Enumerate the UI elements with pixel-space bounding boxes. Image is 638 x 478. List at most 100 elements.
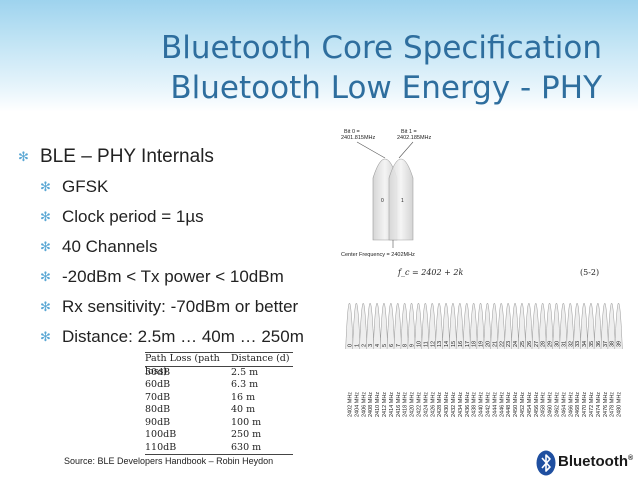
bit1-mark: 1 [401,198,404,204]
channel-frequency: 2458 MHz [541,392,547,417]
channel-number: 12 [430,341,436,347]
table-row: 100dB 250 m [145,429,293,442]
channel-lobe [593,302,602,350]
channel-number: 15 [451,341,457,347]
channel-frequency: 2462 MHz [554,392,560,417]
channel-number: 29 [548,341,554,347]
channel-frequency: 2436 MHz [465,392,471,417]
path-loss-cell: 60dB [145,379,171,390]
channel-lobe [545,302,554,350]
channel-frequency: 2468 MHz [575,392,581,417]
channel-lobe [580,302,589,350]
channel-lobe [490,302,499,350]
channel-frequency: 2450 MHz [513,392,519,417]
channel-number: 8 [403,344,409,347]
channel-frequency: 2474 MHz [596,392,602,417]
channel-frequency: 2442 MHz [485,392,491,417]
channel-lobe [359,302,368,350]
bullet-text: BLE – PHY Internals [40,146,214,167]
path-loss-table: Path Loss (path loss) Distance (d) 50dB 2… [145,352,293,455]
channel-frequency: 2460 MHz [548,392,554,417]
channel-lobe [476,302,485,350]
channel-lobe [428,302,437,350]
path-loss-cell: 110dB [145,441,177,453]
bullet-star-icon: ✻ [40,299,51,314]
channel-lobe [442,302,451,350]
channel-frequency: 2444 MHz [492,392,498,417]
channel-lobe [614,302,623,350]
distance-cell: 6.3 m [231,379,259,390]
bit0-label: Bit 0 = [344,129,360,135]
channel-number: 0 [347,344,353,347]
source-note: Source: BLE Developers Handbook – Robin … [64,456,274,466]
channel-frequency: 2454 MHz [527,392,533,417]
channel-number: 38 [610,341,616,347]
channel-frequency: 2414 MHz [389,392,395,417]
center-frequency-label: Center Frequency = 2402MHz [341,252,415,258]
table-row: 110dB 630 m [145,442,293,455]
bullet-list: ✻ BLE – PHY Internals ✻ GFSK ✻ Clock period… [14,142,304,352]
channel-number: 23 [506,341,512,347]
channel-number: 37 [603,341,609,347]
channel-number: 11 [423,341,429,347]
channel-lobe [435,302,444,350]
channel-number: 16 [458,341,464,347]
bullet-item: ✻ BLE – PHY Internals [14,142,304,172]
slide-title: Bluetooth Core Specification Bluetooth L… [161,28,602,108]
channel-frequency: 2470 MHz [582,392,588,417]
channel-number: 19 [479,341,485,347]
channel-frequency: 2456 MHz [534,392,540,417]
bullet-item: ✻ Clock period = 1µs [14,202,304,232]
distance-cell: 16 m [231,391,256,403]
channel-lobe [462,302,471,350]
channel-number: 28 [541,341,547,347]
bullet-star-icon: ✻ [40,209,51,224]
bullet-star-icon: ✻ [40,329,51,344]
channel-number: 1 [354,344,360,347]
bullet-star-icon: ✻ [40,239,51,254]
channel-number: 22 [499,341,505,347]
channel-lobe [517,302,526,350]
channel-lobe [552,302,561,350]
channel-frequency: 2416 MHz [396,392,402,417]
channel-lobe [407,302,416,350]
channel-lobe [455,302,464,350]
channel-lobe [400,302,409,350]
channel-number: 35 [589,341,595,347]
channel-number: 39 [617,341,623,347]
channel-spectrum: f_c = 2402 + 2k (5-2) 0 2402 MHz 1 2404 MHz… [345,268,623,417]
bit1-label: Bit 1 = [401,129,417,135]
channel-frequency: 2448 MHz [506,392,512,417]
channel-formula: f_c = 2402 + 2k [397,268,463,277]
equation-number: (5-2) [580,268,599,277]
channel-frequency: 2452 MHz [520,392,526,417]
path-loss-cell: 100dB [145,429,177,440]
distance-cell: 2.5 m [231,366,259,378]
channel-frequency: 2420 MHz [410,392,416,417]
distance-cell: 40 m [231,404,256,415]
channel-number: 33 [575,341,581,347]
channel-frequency: 2418 MHz [403,392,409,417]
channel-frequency: 2412 MHz [382,392,388,417]
channel-number: 31 [561,341,567,347]
channel-frequency: 2402 MHz [347,392,353,417]
channel-frequency: 2446 MHz [499,392,505,417]
channel-lobe [366,302,375,350]
distance-cell: 250 m [231,429,262,440]
channel-frequency: 2430 MHz [444,392,450,417]
channel-lobe [524,302,533,350]
bit1-frequency: 2402.185MHz [397,135,431,141]
channel-frequency: 2406 MHz [361,392,367,417]
channel-lobe [386,302,395,350]
channel-frequency: 2478 MHz [610,392,616,417]
bullet-text: Rx sensitivity: -70dBm or better [62,297,299,316]
channel-number: 4 [375,344,381,347]
table-row: 80dB 40 m [145,404,293,417]
channel-lobe [421,302,430,350]
path-loss-cell: 90dB [145,416,171,428]
channel-lobe [373,302,382,350]
channel-number: 36 [596,341,602,347]
channel-lobe [414,302,423,350]
channel-lobe [600,302,609,350]
distance-cell: 630 m [231,441,262,453]
